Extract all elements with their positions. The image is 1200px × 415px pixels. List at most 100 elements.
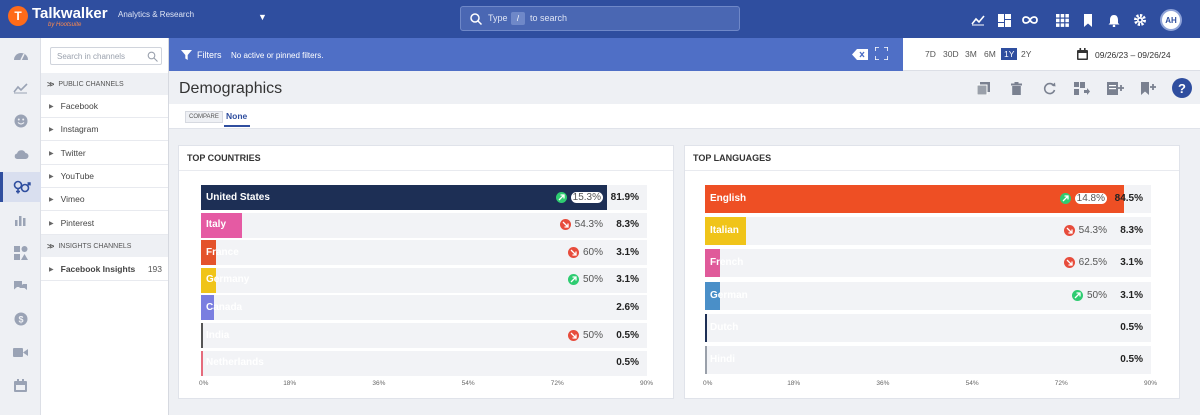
bar-fill bbox=[201, 212, 243, 238]
fullscreen-expand-icon[interactable] bbox=[875, 47, 888, 60]
bar-row-hindi[interactable]: Hindi 0.5% bbox=[705, 346, 1151, 374]
bar-row-india[interactable]: India 50% 0.5% bbox=[201, 323, 647, 348]
change-indicator: 54.3% bbox=[559, 219, 603, 231]
bar-row-united-states[interactable]: United States 15.3% 81.9% bbox=[201, 185, 647, 210]
range-7d[interactable]: 7D bbox=[925, 49, 936, 59]
range-2y[interactable]: 2Y bbox=[1021, 49, 1032, 59]
bar-row-netherlands[interactable]: Netherlands 0.5% bbox=[201, 350, 647, 376]
line-chart-icon[interactable] bbox=[968, 10, 988, 30]
top-countries-card: TOP COUNTRIES United States 15.3% 81.9% Ita… bbox=[178, 145, 674, 399]
bar-row-canada[interactable]: Canada 2.6% bbox=[201, 295, 647, 321]
bar-row-french[interactable]: French 62.5% 3.1% bbox=[705, 249, 1151, 278]
bar-label: Hindi bbox=[710, 354, 735, 365]
channel-item-instagram[interactable]: ▶ Instagram bbox=[41, 118, 168, 141]
date-range-bar: 7D 30D 3M 6M 1Y 2Y 09/26/23 – 09/26/24 bbox=[903, 38, 1200, 71]
channel-count: 193 bbox=[147, 264, 162, 274]
channel-item-vimeo[interactable]: ▶ Vimeo bbox=[41, 188, 168, 211]
demographics-gender-icon[interactable] bbox=[0, 172, 41, 202]
help-question-icon[interactable]: ? bbox=[1172, 78, 1192, 98]
range-30d[interactable]: 30D bbox=[943, 49, 959, 59]
range-1y-selected[interactable]: 1Y bbox=[1001, 48, 1018, 60]
calendar-icon[interactable] bbox=[0, 370, 41, 400]
currency-icon[interactable]: $ bbox=[0, 304, 41, 334]
search-suffix: to search bbox=[530, 13, 568, 23]
change-value: 50% bbox=[582, 274, 603, 286]
bar-row-germany[interactable]: Germany 50% 3.1% bbox=[201, 267, 647, 293]
bar-row-italy[interactable]: Italy 54.3% 8.3% bbox=[201, 212, 647, 238]
bar-row-dutch[interactable]: Dutch 0.5% bbox=[705, 313, 1151, 342]
project-dropdown-icon[interactable]: ▼ bbox=[258, 12, 267, 22]
channel-search-input[interactable]: Search in channels bbox=[50, 47, 162, 65]
clear-filters-icon[interactable] bbox=[852, 49, 868, 60]
bar-label: French bbox=[710, 257, 744, 269]
public-channels-section[interactable]: >> PUBLIC CHANNELS bbox=[41, 73, 168, 95]
filters-label[interactable]: Filters bbox=[197, 50, 222, 60]
bar-label: Italian bbox=[710, 225, 739, 237]
apps-grid-icon[interactable] bbox=[1052, 10, 1072, 30]
talkwalker-logo[interactable]: T Talkwalker by Hootsuite bbox=[8, 6, 108, 28]
calendar-icon[interactable] bbox=[1077, 48, 1088, 60]
channel-item-twitter[interactable]: ▶ Twitter bbox=[41, 142, 168, 165]
compare-none-tab[interactable]: None bbox=[226, 111, 248, 121]
bar-row-german[interactable]: German 50% 3.1% bbox=[705, 281, 1151, 310]
add-bookmark-icon[interactable] bbox=[1136, 78, 1160, 98]
insights-channels-section[interactable]: >> INSIGHTS CHANNELS bbox=[41, 235, 168, 257]
date-range-text[interactable]: 09/26/23 – 09/26/24 bbox=[1095, 50, 1171, 60]
conversation-icon[interactable] bbox=[0, 271, 41, 301]
sentiment-face-icon[interactable] bbox=[0, 106, 41, 136]
collapse-chevrons-icon[interactable]: >> bbox=[47, 241, 54, 251]
project-name[interactable]: Analytics & Research bbox=[118, 10, 195, 19]
trend-chart-icon[interactable] bbox=[0, 73, 41, 103]
change-indicator: 14.8% bbox=[1059, 193, 1107, 204]
channel-item-facebook[interactable]: ▶ Facebook bbox=[41, 95, 168, 118]
expand-triangle-icon[interactable]: ▶ bbox=[49, 266, 54, 273]
infinity-icon[interactable] bbox=[1020, 10, 1040, 30]
bar-row-italian[interactable]: Italian 54.3% 8.3% bbox=[705, 217, 1151, 246]
bar-percentage: 3.1% bbox=[616, 274, 639, 286]
duplicate-icon[interactable] bbox=[971, 78, 995, 98]
channel-name: Twitter bbox=[60, 148, 86, 158]
expand-triangle-icon[interactable]: ▶ bbox=[49, 126, 54, 133]
notification-bell-icon[interactable] bbox=[1104, 10, 1124, 30]
add-to-report-icon[interactable] bbox=[1103, 78, 1127, 98]
expand-triangle-icon[interactable]: ▶ bbox=[49, 173, 54, 180]
bar-percentage: 8.3% bbox=[1120, 225, 1143, 237]
delete-trash-icon[interactable] bbox=[1004, 78, 1028, 98]
expand-triangle-icon[interactable]: ▶ bbox=[49, 220, 54, 227]
bar-row-france[interactable]: France 60% 3.1% bbox=[201, 240, 647, 266]
bar-row-english[interactable]: English 14.8% 84.5% bbox=[705, 185, 1151, 213]
settings-gear-icon[interactable] bbox=[1130, 10, 1150, 30]
dashboard-icon[interactable] bbox=[994, 10, 1014, 30]
user-avatar[interactable]: AH bbox=[1160, 9, 1182, 31]
export-layout-icon[interactable] bbox=[1070, 78, 1094, 98]
filter-funnel-icon[interactable] bbox=[181, 50, 192, 60]
channel-item-pinterest[interactable]: ▶ Pinterest bbox=[41, 212, 168, 235]
trend-down-arrow-icon bbox=[567, 246, 579, 258]
svg-text:$: $ bbox=[18, 315, 23, 325]
expand-triangle-icon[interactable]: ▶ bbox=[49, 150, 54, 157]
logo-mark-icon: T bbox=[8, 6, 28, 26]
channel-item-facebook-insights[interactable]: ▶ Facebook Insights 193 bbox=[41, 258, 168, 281]
bar-chart-icon[interactable] bbox=[0, 205, 41, 235]
x-axis-tick-label: 36% bbox=[876, 380, 890, 387]
global-search-input[interactable]: Type / to search bbox=[460, 6, 740, 31]
channel-item-youtube[interactable]: ▶ YouTube bbox=[41, 165, 168, 188]
collapse-chevrons-icon[interactable]: >> bbox=[47, 79, 54, 89]
range-6m[interactable]: 6M bbox=[984, 49, 996, 59]
channel-name: Facebook Insights bbox=[60, 264, 136, 274]
bar-label: Italy bbox=[206, 219, 227, 231]
bar-percentage: 3.1% bbox=[1120, 289, 1143, 301]
range-3m[interactable]: 3M bbox=[965, 49, 977, 59]
video-camera-icon[interactable] bbox=[0, 337, 41, 367]
trend-down-arrow-icon bbox=[1063, 225, 1075, 237]
expand-triangle-icon[interactable]: ▶ bbox=[49, 196, 54, 203]
bar-label: United States bbox=[206, 191, 270, 203]
refresh-icon[interactable] bbox=[1037, 78, 1061, 98]
change-value: 15.3% bbox=[570, 191, 603, 203]
trend-down-arrow-icon bbox=[559, 219, 571, 231]
shapes-icon[interactable] bbox=[0, 238, 41, 268]
bookmark-icon[interactable] bbox=[1078, 10, 1098, 30]
gauge-icon[interactable] bbox=[0, 40, 41, 70]
expand-triangle-icon[interactable]: ▶ bbox=[49, 103, 54, 110]
cloud-icon[interactable] bbox=[0, 139, 41, 169]
